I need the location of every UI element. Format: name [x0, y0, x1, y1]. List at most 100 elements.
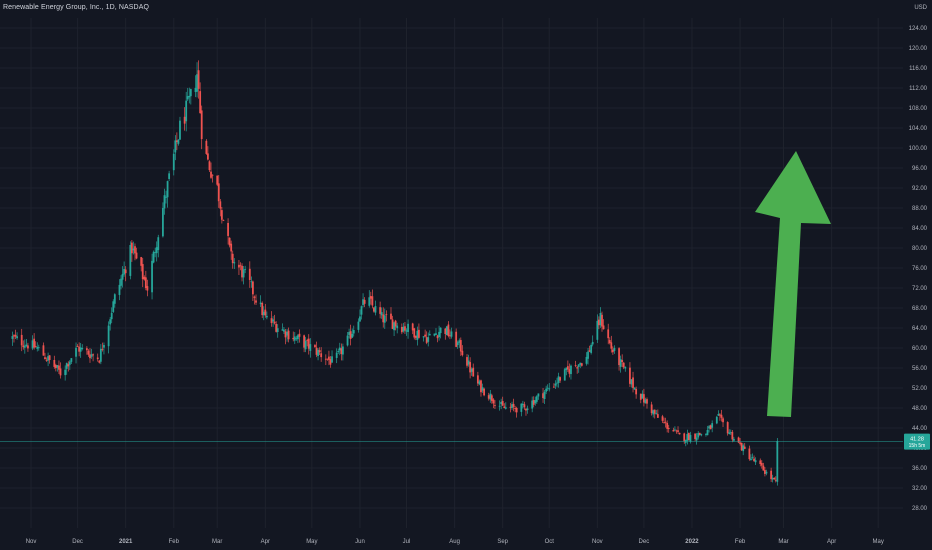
candle-body	[545, 388, 548, 392]
candle-body	[48, 355, 51, 361]
candle-body	[776, 441, 779, 482]
currency-label: USD	[914, 5, 927, 11]
candle-body	[98, 360, 101, 363]
candle-body	[771, 477, 774, 480]
candle-body	[227, 222, 229, 236]
price-tick-label: 28.00	[912, 506, 928, 512]
candle-body	[633, 387, 636, 390]
candle-body	[371, 296, 374, 306]
candle-body	[700, 434, 703, 436]
candle-body	[183, 116, 186, 124]
candle-body	[521, 403, 524, 406]
candle-body	[556, 382, 558, 384]
candle-body	[424, 334, 427, 337]
candle-body	[196, 74, 198, 92]
candle-body	[118, 284, 121, 295]
price-tick-label: 48.00	[912, 406, 928, 412]
candle-body	[124, 269, 127, 274]
candle-body	[481, 387, 484, 391]
candle-body	[720, 414, 723, 418]
price-tick-label: 36.00	[912, 466, 928, 472]
candle-body	[750, 458, 752, 461]
candle-body	[579, 362, 582, 365]
candle-body	[132, 248, 135, 251]
up-arrow-annotation	[755, 151, 831, 417]
price-tick-label: 92.00	[912, 186, 928, 192]
candle-body	[36, 346, 39, 349]
candle-body	[568, 369, 571, 374]
price-axis[interactable]: 28.0032.0036.0040.0044.0048.0052.0056.00…	[909, 26, 928, 512]
candle-body	[478, 381, 481, 385]
candle-body	[329, 359, 332, 365]
candle-body	[557, 376, 560, 383]
date-tick-label: Dec	[639, 539, 650, 545]
candle-body	[447, 324, 450, 337]
candle-body	[548, 388, 551, 390]
candle-body	[113, 294, 116, 304]
candle-body	[642, 394, 645, 403]
candle-body	[233, 262, 236, 264]
candle-body	[253, 296, 256, 298]
candle-body	[764, 470, 766, 474]
date-tick-label: 2021	[119, 539, 133, 545]
price-tick-label: 80.00	[912, 246, 928, 252]
candle-body	[369, 296, 372, 299]
candle-body	[172, 153, 175, 171]
candle-body	[607, 329, 610, 339]
candle-body	[186, 96, 189, 100]
candle-body	[287, 330, 290, 340]
candle-body	[210, 171, 212, 178]
candle-body	[189, 89, 192, 97]
candle-body	[511, 404, 513, 408]
candle-body	[157, 237, 160, 250]
candle-body	[211, 174, 214, 176]
candle-body	[292, 337, 295, 340]
candle-body	[731, 431, 734, 440]
candle-body	[179, 120, 181, 140]
candle-body	[687, 433, 690, 441]
candle-body	[537, 393, 540, 397]
candle-body	[565, 367, 568, 370]
candle-body	[385, 314, 388, 316]
candle-body	[103, 344, 105, 348]
candle-body	[374, 306, 377, 313]
time-axis[interactable]: Nov Dec 2021 Feb Mar Apr May Jun Jul Aug Sep Oct Nov…	[26, 539, 884, 545]
candle-body	[120, 278, 122, 286]
candle-body	[500, 401, 503, 405]
candle-body	[241, 265, 243, 278]
candle-body	[58, 365, 60, 370]
candle-body	[480, 380, 482, 393]
candle-body	[109, 319, 112, 325]
candle-body	[608, 340, 611, 344]
candle-body	[400, 326, 403, 333]
candle-body	[281, 329, 284, 331]
candle-body	[413, 328, 416, 338]
candle-body	[611, 349, 614, 353]
candle-body	[59, 368, 62, 376]
candle-body	[208, 161, 211, 171]
candle-body	[686, 433, 689, 441]
candle-body	[588, 350, 591, 352]
date-tick-label: Mar	[778, 539, 788, 545]
candle-body	[380, 312, 383, 316]
candle-body	[306, 340, 309, 342]
candle-body	[706, 429, 709, 436]
candle-body	[405, 330, 408, 332]
candle-body	[286, 331, 288, 336]
candle-body	[449, 335, 451, 337]
date-tick-label: Nov	[592, 539, 603, 545]
candle-body	[89, 354, 91, 359]
candle-body	[630, 379, 633, 385]
candle-body	[666, 422, 669, 429]
candle-body	[402, 326, 405, 332]
candle-body	[360, 306, 363, 315]
price-tick-label: 64.00	[912, 326, 928, 332]
price-tick-label: 56.00	[912, 366, 928, 372]
candle-body	[563, 369, 566, 381]
candle-body	[326, 358, 329, 360]
candle-body	[416, 330, 419, 340]
price-tick-label: 120.00	[909, 46, 928, 52]
candle-body	[566, 366, 569, 370]
